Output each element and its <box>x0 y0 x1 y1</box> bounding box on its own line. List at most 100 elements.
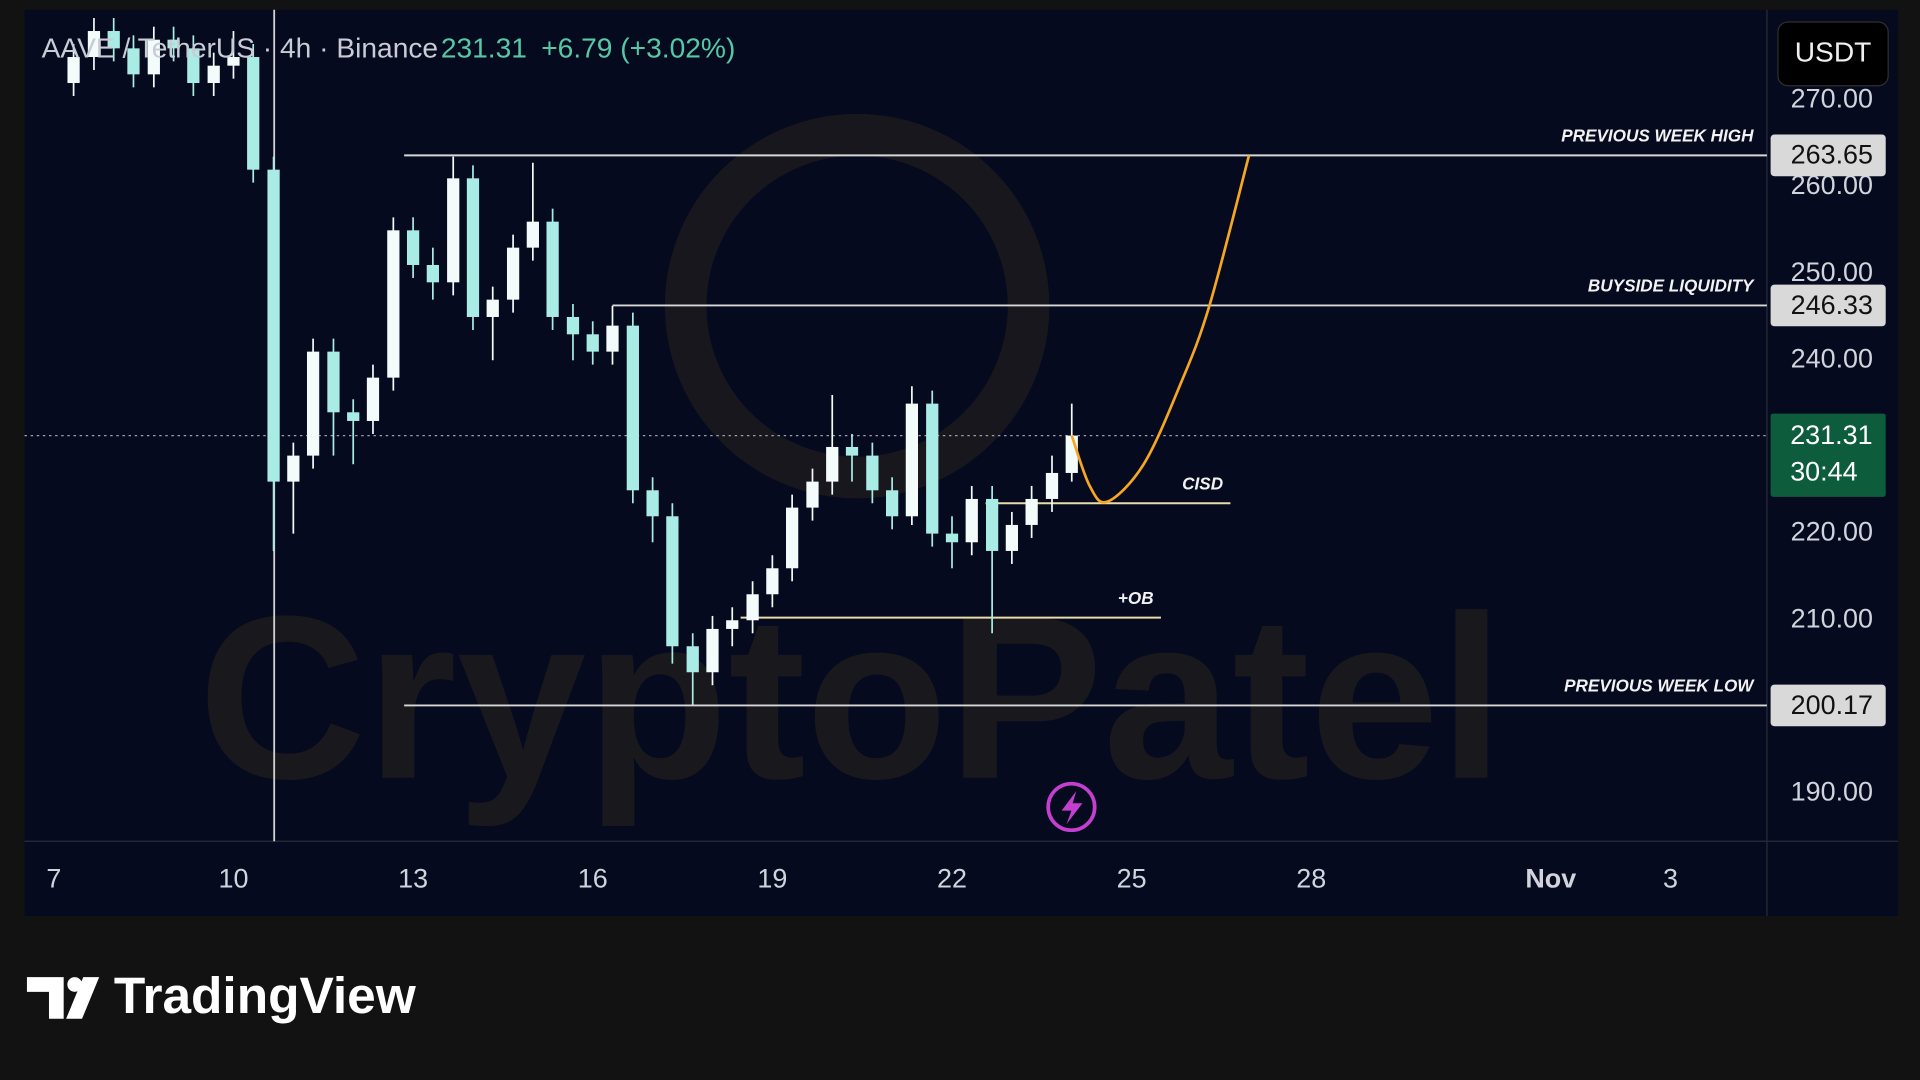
level-label: PREVIOUS WEEK HIGH <box>1561 126 1754 146</box>
candle-body <box>526 221 539 248</box>
candle-body <box>746 594 759 621</box>
currency-label[interactable]: USDT <box>1795 36 1872 67</box>
candle-body <box>347 412 360 421</box>
candle-body <box>506 247 520 300</box>
candle-body <box>387 230 400 378</box>
candle-body <box>466 178 480 317</box>
level-label: BUYSIDE LIQUIDITY <box>1588 276 1755 296</box>
brand-icon-t <box>26 977 64 1019</box>
candle-body <box>287 455 300 482</box>
brand: TradingView <box>26 966 417 1024</box>
countdown-label: 30:44 <box>1790 457 1857 487</box>
x-tick-label: 19 <box>757 864 787 894</box>
header-change: +6.79 (+3.02%) <box>541 33 735 64</box>
level-price-label: 263.65 <box>1791 140 1873 170</box>
candle-body <box>366 377 380 421</box>
candle-body <box>926 403 939 534</box>
symbol-title: AAVE / TetherUS · 4h · Binance <box>42 33 438 64</box>
candle-body <box>167 39 180 49</box>
level-price-box <box>1770 284 1886 327</box>
header-price: 231.31 <box>441 33 527 64</box>
y-tick-label: 250.00 <box>1791 257 1873 287</box>
candle-body <box>826 446 839 482</box>
y-tick-label: 240.00 <box>1791 343 1873 373</box>
candle-body <box>447 178 460 283</box>
y-tick-label: 220.00 <box>1791 517 1873 547</box>
candle-body <box>67 57 80 84</box>
candle-body <box>306 351 320 456</box>
y-tick-label: 270.00 <box>1791 83 1873 113</box>
projection-path <box>1070 155 1251 504</box>
candle-body <box>327 351 340 413</box>
candle-body <box>885 490 899 517</box>
candle-body <box>845 446 859 456</box>
candle-body <box>406 230 420 265</box>
candle-body <box>866 455 879 491</box>
header: AAVE / TetherUS · 4h · Binance 231.31 +6… <box>42 33 736 64</box>
candle-body <box>786 507 799 569</box>
watermark-text: CryptoPatel <box>198 568 1504 828</box>
alert-bolt[interactable] <box>1061 791 1083 825</box>
candle-body <box>586 334 599 352</box>
candle-body <box>606 325 619 352</box>
candle-body <box>187 48 200 84</box>
chart-area <box>24 9 1898 916</box>
brand-name: TradingView <box>114 966 417 1024</box>
x-tick-label: 25 <box>1117 864 1147 894</box>
x-tick-label: 7 <box>46 864 61 894</box>
level-price-label: 246.33 <box>1791 290 1873 320</box>
x-tick-label: 10 <box>218 864 248 894</box>
candle-body <box>486 299 499 317</box>
level-label: CISD <box>1182 473 1223 493</box>
candle-body <box>766 568 779 595</box>
alert-icon[interactable] <box>1046 781 1097 833</box>
candle-body <box>726 620 739 629</box>
candle-body <box>1025 498 1038 525</box>
candle-body <box>706 628 719 673</box>
candle-body <box>207 65 220 84</box>
plot: 190.00210.00220.00240.00250.00260.00270.… <box>24 9 1873 894</box>
alert-circle[interactable] <box>1046 781 1097 833</box>
x-tick-label: 3 <box>1663 864 1678 894</box>
candle-body <box>1065 435 1078 473</box>
level-label: +OB <box>1118 588 1154 608</box>
candle-body <box>546 221 559 317</box>
last-price-box <box>1770 413 1886 497</box>
candle-body <box>227 57 240 66</box>
candle-body <box>566 316 580 335</box>
last-price-label: 231.31 <box>1790 420 1872 450</box>
brand-icon-v <box>66 977 100 1019</box>
candle-body <box>945 533 959 543</box>
level-label: PREVIOUS WEEK LOW <box>1564 676 1755 696</box>
candle-body <box>666 516 679 647</box>
level-price-box <box>1770 684 1886 727</box>
currency-button[interactable]: USDT <box>1777 21 1889 87</box>
candle-body <box>646 490 659 517</box>
candle-body <box>127 48 140 75</box>
candle-body <box>905 403 919 517</box>
y-tick-label: 210.00 <box>1791 603 1873 633</box>
candle-body <box>806 481 819 508</box>
candle-body <box>985 498 999 551</box>
x-tick-label: Nov <box>1525 864 1576 894</box>
candle-body <box>267 169 280 482</box>
x-tick-label: 22 <box>937 864 967 894</box>
x-tick-label: 13 <box>398 864 428 894</box>
x-tick-label: 28 <box>1296 864 1326 894</box>
currency-button-bg[interactable] <box>1777 21 1889 87</box>
candle-body <box>107 31 120 49</box>
level-price-box <box>1770 134 1886 177</box>
candle-body <box>426 264 439 283</box>
y-tick-label: 190.00 <box>1791 777 1873 807</box>
brand-icon-dot <box>67 977 83 992</box>
candle-body <box>626 325 639 491</box>
candle-body <box>247 57 260 170</box>
candle-body <box>965 498 978 543</box>
x-tick-label: 16 <box>578 864 608 894</box>
candle-body <box>1045 472 1059 499</box>
level-price-label: 200.17 <box>1791 690 1873 720</box>
candle-body <box>686 646 699 673</box>
candle-body <box>147 39 160 75</box>
